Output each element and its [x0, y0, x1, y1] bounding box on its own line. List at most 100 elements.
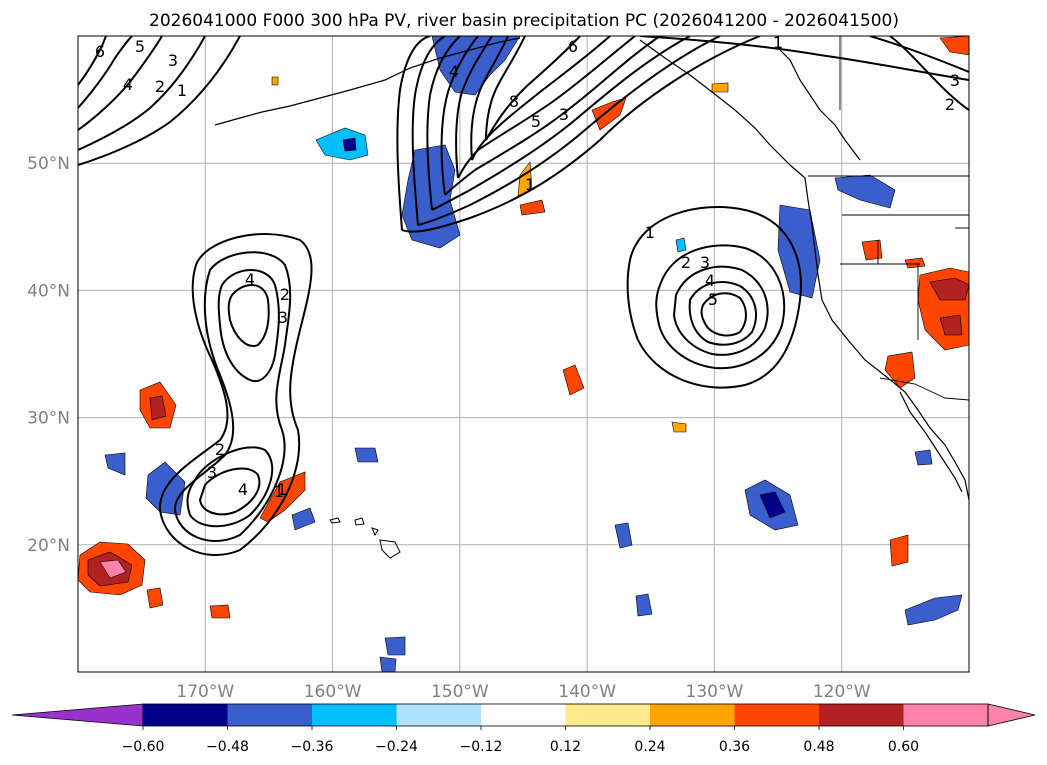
- map-frame: [77, 35, 970, 673]
- colorbar-segment: [903, 704, 988, 726]
- pv-contour-label: 4: [245, 270, 255, 289]
- pv-contour: [78, 36, 107, 86]
- colorbar-segment: [565, 704, 650, 726]
- pv-contour-label: 2: [215, 440, 225, 459]
- pv-contour-label: 3: [950, 71, 960, 90]
- pv-contour-label: 6: [95, 42, 105, 61]
- precip-blob: [384, 636, 406, 656]
- pv-contour-label: 8: [509, 92, 519, 111]
- pv-contour-label: 2: [155, 77, 165, 96]
- pv-contour: [440, 36, 661, 196]
- latitude-labels: 50°N 40°N 30°N 20°N: [27, 154, 70, 556]
- precip-blob: [675, 237, 687, 253]
- island: [371, 527, 379, 537]
- colorbar-extend-low: [11, 703, 144, 727]
- lon-label: 150°W: [431, 682, 489, 702]
- lon-label: 130°W: [686, 682, 744, 702]
- colorbar-tick-label: 0.60: [888, 739, 919, 755]
- precip-blob: [146, 587, 164, 609]
- lat-label: 20°N: [27, 536, 70, 556]
- pv-contour: [158, 233, 313, 556]
- colorbar-tick-label: −0.12: [460, 739, 503, 755]
- precip-blob: [861, 239, 883, 261]
- pv-contour: [426, 36, 691, 211]
- colorbar-segment: [396, 704, 481, 726]
- pv-contour-label: 1: [773, 33, 783, 52]
- pv-contour: [655, 244, 786, 370]
- colorbar-segment: [650, 704, 735, 726]
- plot-title: 2026041000 F000 300 hPa PV, river basin …: [149, 11, 899, 31]
- precip-blob: [519, 199, 546, 216]
- precip-blob: [379, 656, 397, 672]
- lat-label: 40°N: [27, 281, 70, 301]
- colorbar-tick-label: −0.60: [122, 739, 165, 755]
- pv-contours: [78, 36, 969, 556]
- pv-contour-label: 6: [568, 37, 578, 56]
- precip-blob: [342, 137, 357, 152]
- precip-blob: [591, 97, 627, 131]
- pv-contour: [396, 36, 761, 233]
- colorbar-segment: [227, 704, 312, 726]
- precip-blob: [904, 594, 963, 626]
- colorbar-segment: [819, 704, 904, 726]
- precip-blob: [914, 449, 933, 466]
- colorbar-tick-label: −0.48: [206, 739, 249, 755]
- pv-contour: [217, 269, 280, 383]
- pv-contour-label: 3: [700, 253, 710, 272]
- pv-contour-label: 5: [135, 37, 145, 56]
- precip-blob: [291, 507, 316, 531]
- pv-contour: [78, 36, 133, 109]
- pv-contour-label: 4: [238, 480, 248, 499]
- pv-contour-label: 3: [559, 105, 569, 124]
- colorbar-segment: [481, 704, 566, 726]
- pv-contour-label: 1: [274, 482, 284, 501]
- borders: [808, 36, 969, 401]
- precip-blob: [104, 452, 126, 476]
- lon-label: 140°W: [558, 682, 616, 702]
- lat-label: 50°N: [27, 154, 70, 174]
- coastline-north-america: [804, 177, 969, 501]
- colorbar-extend-high: [987, 703, 1036, 727]
- lon-label: 120°W: [813, 682, 871, 702]
- hawaii-islands: [329, 517, 401, 559]
- pv-contour: [186, 446, 274, 528]
- pv-contour: [889, 36, 969, 111]
- pv-contour: [173, 251, 292, 542]
- colorbar-tick-label: 0.24: [634, 739, 665, 755]
- lon-label: 160°W: [304, 682, 362, 702]
- pv-contour: [626, 206, 802, 389]
- pv-contour-label: 2: [681, 253, 691, 272]
- pv-contour-label: 2: [945, 95, 955, 114]
- precip-blob: [315, 127, 369, 161]
- pv-contour: [455, 36, 636, 179]
- lat-label: 30°N: [27, 409, 70, 429]
- precip-shading: [78, 36, 969, 672]
- island: [379, 539, 401, 559]
- colorbar-tick-label: 0.36: [719, 739, 750, 755]
- pv-contour-label: 4: [705, 271, 715, 290]
- pv-contour: [688, 281, 757, 346]
- pv-contour: [485, 36, 581, 141]
- pv-contour-label: 3: [207, 463, 217, 482]
- pv-contour-label: 3: [168, 51, 178, 70]
- colorbar-tick-label: −0.36: [291, 739, 334, 755]
- precip-blob: [759, 491, 786, 519]
- pv-contour-label: 4: [449, 62, 459, 81]
- colorbar: −0.60 −0.48 −0.36 −0.24 −0.12 0.12 0.24 0.36 0.4…: [11, 703, 1036, 755]
- colorbar-tick-label: 0.12: [550, 739, 581, 755]
- pv-contour-label: 1: [277, 480, 287, 499]
- precip-blob: [209, 604, 231, 619]
- longitude-labels: 170°W 160°W 150°W 140°W 130°W 120°W: [176, 682, 870, 702]
- pv-contour: [470, 36, 611, 161]
- colorbar-tick-label: 0.48: [803, 739, 834, 755]
- island: [329, 517, 341, 524]
- pv-contour: [639, 36, 969, 81]
- precip-blob: [99, 559, 127, 579]
- pv-contour: [227, 284, 270, 347]
- precip-blob: [635, 593, 653, 617]
- precip-blob: [149, 395, 167, 421]
- pv-contour-label: 2: [280, 285, 290, 304]
- precip-blob: [711, 82, 729, 93]
